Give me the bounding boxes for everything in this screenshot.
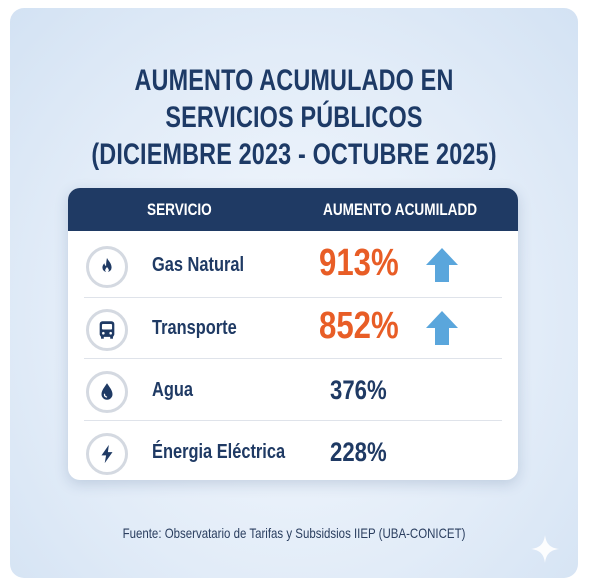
table-row: Agua 376%: [68, 358, 518, 420]
up-arrow-icon: [426, 311, 458, 345]
table-row: Énergia Eléctrica 228%: [68, 420, 518, 480]
up-arrow-icon: [426, 248, 458, 282]
service-name: Transporte: [152, 317, 237, 339]
sparkle-icon: [531, 535, 559, 563]
flame-icon: [86, 246, 128, 288]
title-line-2: (DICIEMBRE 2023 - OCTUBRE 2025): [91, 138, 497, 171]
bus-icon: [86, 309, 128, 351]
service-name: Gas Natural: [152, 254, 245, 276]
water-drop-icon: [86, 371, 128, 413]
chart-title: AUMENTO ACUMULADO EN SERVICIOS PÚBLICOS …: [72, 62, 515, 173]
infographic-card: AUMENTO ACUMULADO EN SERVICIOS PÚBLICOS …: [10, 8, 578, 578]
table-header: SERVICIO AUMENTO ACUMILADD: [68, 188, 518, 231]
table-row: Gas Natural 913%: [68, 233, 518, 295]
increase-value: 913%: [319, 242, 399, 284]
increase-value: 852%: [319, 305, 399, 347]
row-divider: [84, 420, 502, 421]
service-name: Agua: [152, 379, 193, 401]
table-row: Transporte 852%: [68, 296, 518, 358]
lightning-icon: [86, 433, 128, 475]
header-increase: AUMENTO ACUMILADD: [323, 200, 478, 219]
source-footer: Fuente: Observatario de Tarifas y Subsid…: [122, 525, 466, 541]
row-divider: [84, 358, 502, 359]
service-name: Énergia Eléctrica: [152, 441, 286, 463]
header-service: SERVICIO: [147, 200, 212, 219]
increase-value: 376%: [330, 375, 387, 405]
services-table: SERVICIO AUMENTO ACUMILADD Gas Natural 9…: [68, 188, 518, 480]
increase-value: 228%: [330, 437, 387, 467]
title-line-1: AUMENTO ACUMULADO EN SERVICIOS PÚBLICOS: [134, 64, 454, 134]
row-divider: [84, 297, 502, 298]
